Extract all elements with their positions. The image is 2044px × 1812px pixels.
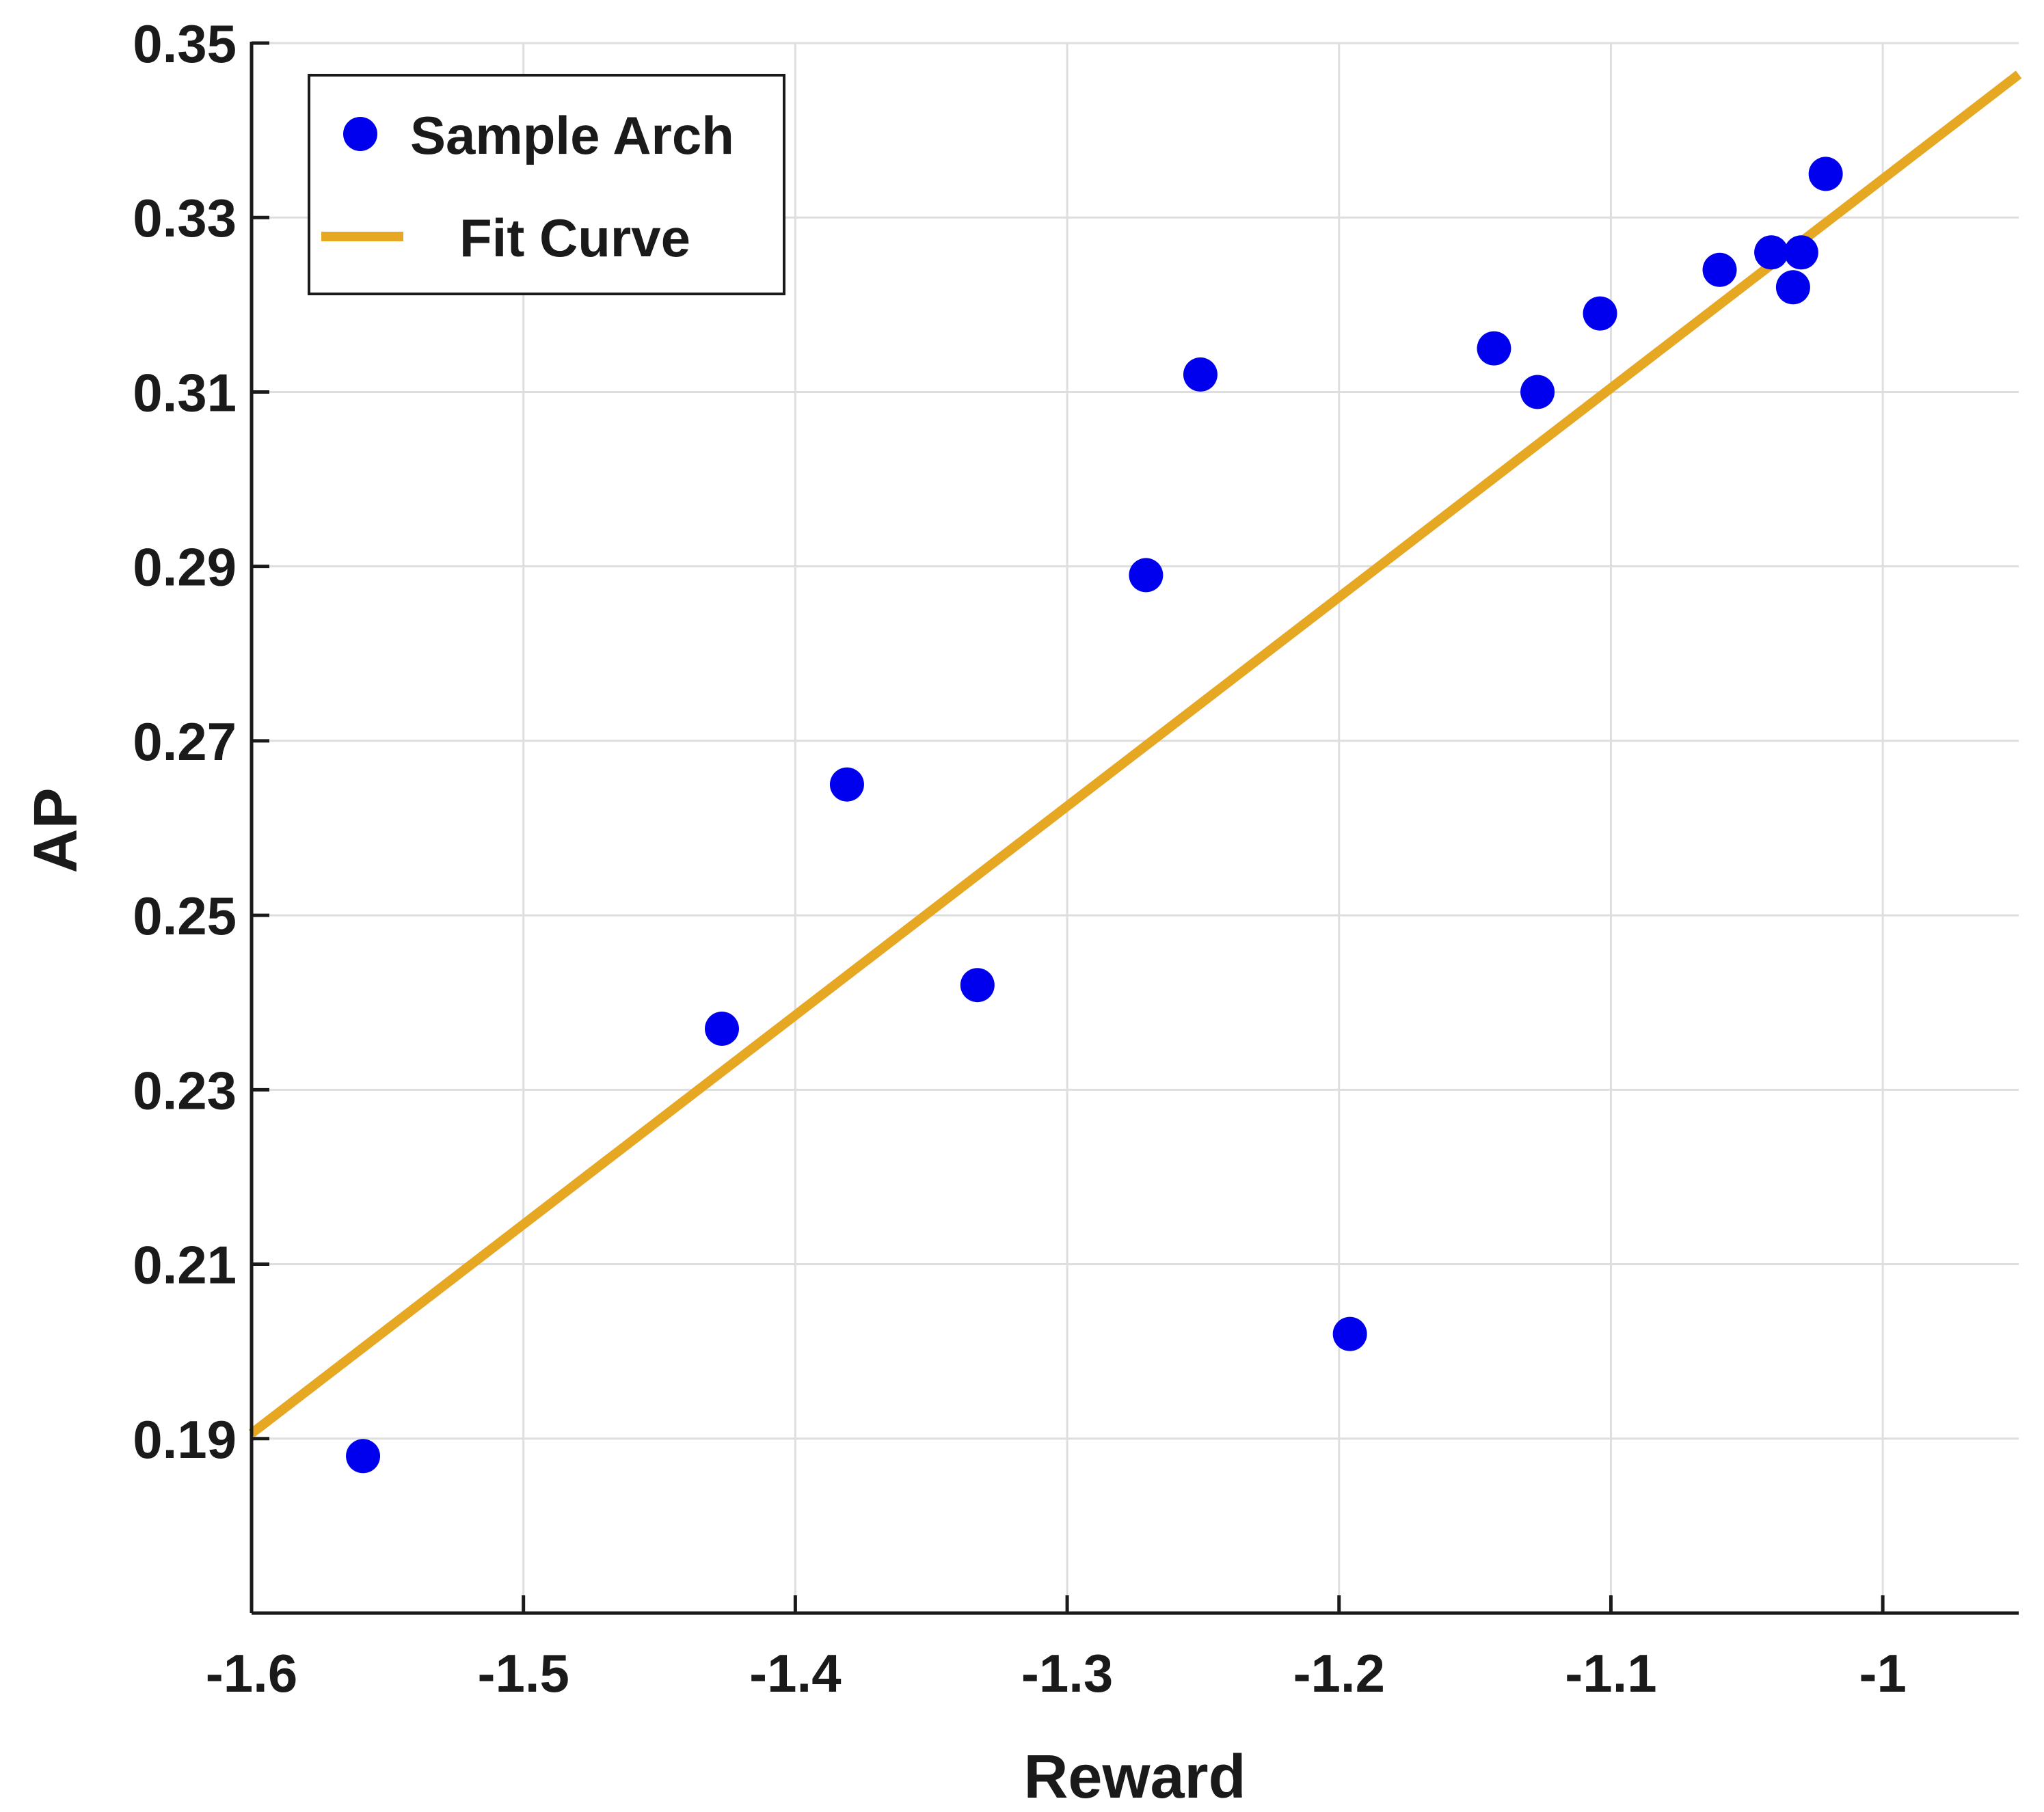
data-point-14 [1808,157,1843,191]
y-tick-label-3: 0.25 [133,886,237,946]
data-point-0 [346,1439,381,1474]
fit-curve-line [248,70,2022,1437]
x-tick-label-2: -1.4 [749,1643,841,1703]
y-tick-label-2: 0.23 [133,1060,237,1120]
legend: Sample Arch Fit Curve [308,74,785,295]
data-point-2 [829,767,864,802]
x-tick-label-3: -1.3 [1021,1643,1113,1703]
y-tick-label-1: 0.21 [133,1235,237,1295]
y-tick-label-5: 0.29 [133,537,237,597]
y-tick-label-8: 0.35 [133,14,237,74]
data-point-9 [1583,296,1617,331]
axes [250,41,2019,1615]
x-tick-label-1: -1.5 [477,1643,569,1703]
scatter-points [346,157,1843,1474]
legend-marker-sample-arch [343,117,377,151]
data-point-13 [1775,270,1810,305]
legend-label-fit-curve: Fit Curve [459,208,690,268]
data-point-4 [1129,558,1164,593]
data-point-7 [1477,331,1511,366]
data-point-8 [1520,375,1555,409]
data-point-11 [1754,235,1789,270]
data-point-5 [1183,357,1218,392]
y-tick-label-0: 0.19 [133,1409,237,1470]
y-tick-label-6: 0.31 [133,362,237,422]
legend-box [308,74,785,295]
y-axis-label: AP [22,787,90,873]
y-tick-label-4: 0.27 [133,712,237,772]
x-tick-label-5: -1.1 [1565,1643,1656,1703]
legend-label-sample-arch: Sample Arch [410,105,734,165]
data-point-6 [1332,1316,1367,1351]
data-point-1 [705,1012,740,1046]
x-axis-label: Reward [1023,1743,1246,1811]
data-point-3 [960,968,995,1003]
y-tick-label-7: 0.33 [133,188,237,248]
data-point-10 [1702,252,1737,287]
x-tick-label-0: -1.6 [206,1643,297,1703]
tick-labels: -1.6 -1.5 -1.4 -1.3 -1.2 -1.1 -1 0.19 0.21 0.23 0.… [133,14,1907,1703]
data-point-12 [1784,235,1818,270]
fit-curve [248,70,2022,1437]
x-tick-label-6: -1 [1859,1643,1906,1703]
x-tick-label-4: -1.2 [1293,1643,1385,1703]
